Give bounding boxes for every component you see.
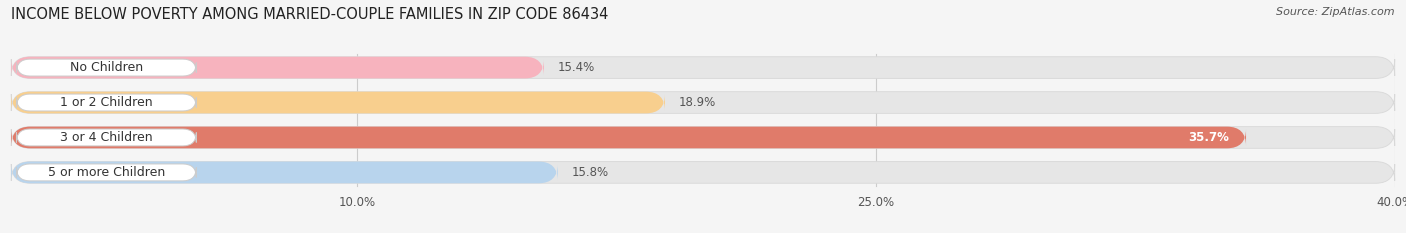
Text: 35.7%: 35.7%	[1188, 131, 1229, 144]
FancyBboxPatch shape	[11, 92, 665, 113]
Text: 3 or 4 Children: 3 or 4 Children	[60, 131, 153, 144]
FancyBboxPatch shape	[11, 57, 544, 78]
FancyBboxPatch shape	[17, 129, 197, 146]
FancyBboxPatch shape	[11, 92, 1395, 113]
FancyBboxPatch shape	[11, 57, 1395, 78]
Text: No Children: No Children	[70, 61, 143, 74]
Text: INCOME BELOW POVERTY AMONG MARRIED-COUPLE FAMILIES IN ZIP CODE 86434: INCOME BELOW POVERTY AMONG MARRIED-COUPL…	[11, 7, 609, 22]
Text: 15.8%: 15.8%	[572, 166, 609, 179]
FancyBboxPatch shape	[11, 127, 1246, 148]
FancyBboxPatch shape	[11, 162, 1395, 183]
FancyBboxPatch shape	[17, 94, 197, 111]
FancyBboxPatch shape	[17, 59, 197, 76]
FancyBboxPatch shape	[11, 162, 558, 183]
FancyBboxPatch shape	[11, 127, 1395, 148]
Text: 18.9%: 18.9%	[679, 96, 716, 109]
Text: 15.4%: 15.4%	[558, 61, 595, 74]
FancyBboxPatch shape	[17, 164, 197, 181]
Text: 5 or more Children: 5 or more Children	[48, 166, 165, 179]
Text: 1 or 2 Children: 1 or 2 Children	[60, 96, 153, 109]
Text: Source: ZipAtlas.com: Source: ZipAtlas.com	[1277, 7, 1395, 17]
